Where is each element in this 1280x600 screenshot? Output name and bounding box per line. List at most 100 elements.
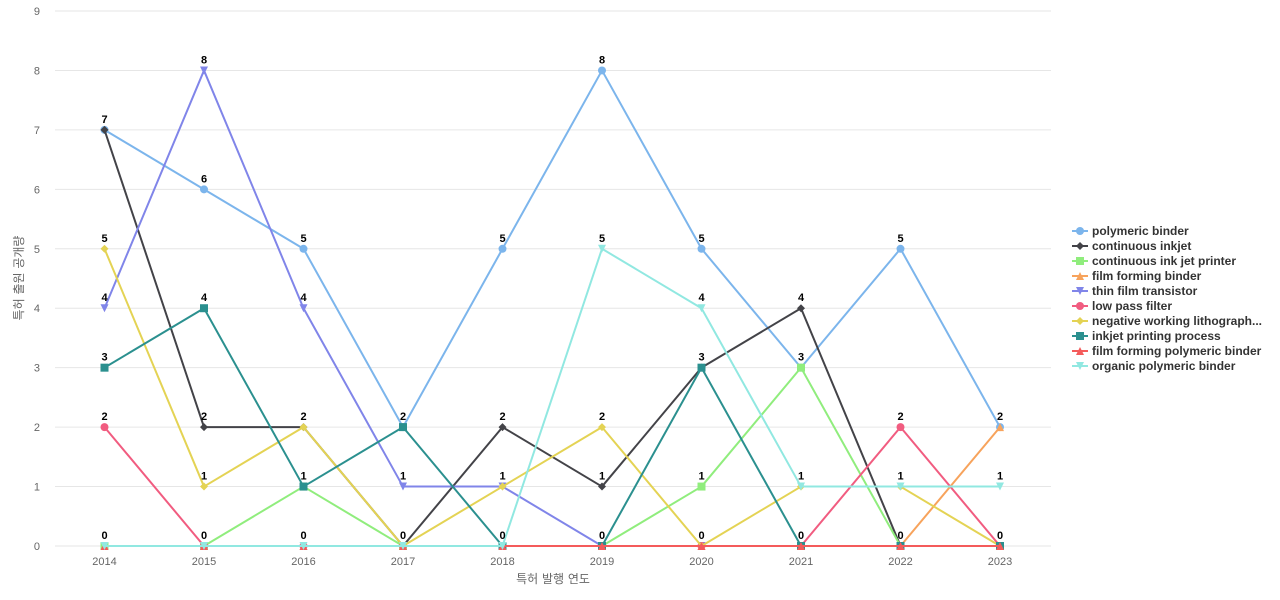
legend-label: film forming polymeric binder [1092, 344, 1262, 358]
data-point [598, 244, 606, 253]
data-point [299, 244, 308, 253]
data-point [896, 244, 905, 253]
y-tick-label: 1 [34, 482, 40, 494]
x-tick-label: 2018 [490, 556, 514, 568]
y-tick-label: 8 [34, 65, 40, 77]
data-point [896, 423, 905, 432]
data-label: 1 [897, 471, 903, 483]
x-axis-ticks: 2014 2015 2016 2017 2018 2019 2020 2021 2022 2023 [92, 556, 1012, 568]
data-label: 4 [798, 292, 805, 304]
data-label: 4 [101, 292, 108, 304]
data-label: 4 [698, 292, 705, 304]
data-point [200, 185, 208, 194]
data-point [996, 482, 1004, 491]
series-lines [100, 66, 1004, 550]
data-label: 3 [698, 352, 704, 364]
data-label: 5 [897, 233, 903, 245]
y-tick-label: 6 [34, 184, 40, 196]
y-tick-label: 7 [34, 125, 40, 137]
legend-item: thin film transistor [1072, 284, 1198, 298]
data-point [996, 423, 1004, 432]
series-organic-polymeric-binder [100, 244, 1004, 550]
data-label: 0 [201, 530, 207, 542]
data-point [797, 482, 805, 491]
data-point [100, 304, 109, 313]
x-tick-label: 2021 [789, 556, 813, 568]
data-point [498, 482, 507, 491]
legend-swatch-marker [1076, 227, 1084, 235]
y-tick-label: 5 [34, 244, 40, 256]
grid-lines [55, 10, 1051, 547]
legend-item: inkjet printing process [1072, 329, 1221, 343]
data-point [896, 542, 905, 550]
data-label: 0 [698, 530, 704, 542]
legend-swatch-marker [1076, 362, 1084, 370]
data-label: 5 [300, 233, 306, 245]
data-point [896, 482, 905, 491]
legend-item: continuous inkjet [1072, 239, 1191, 253]
data-label: 8 [599, 54, 605, 66]
data-label: 2 [897, 411, 903, 423]
data-point [797, 363, 805, 372]
data-label: 0 [499, 530, 505, 542]
data-point [598, 542, 606, 550]
x-tick-label: 2015 [192, 556, 216, 568]
data-label: 8 [201, 54, 207, 66]
data-label: 2 [599, 411, 605, 423]
data-label: 4 [300, 292, 307, 304]
legend-label: continuous inkjet [1092, 239, 1191, 253]
data-point [399, 482, 407, 491]
data-point [200, 542, 208, 550]
data-label: 1 [400, 471, 406, 483]
series-line [104, 247, 1000, 547]
legend-swatch-marker [1076, 287, 1084, 295]
data-point [399, 423, 407, 432]
data-label: 4 [201, 292, 208, 304]
data-point [200, 423, 208, 432]
data-point [299, 482, 308, 491]
legend-label: film forming binder [1092, 269, 1202, 283]
legend-item: polymeric binder [1072, 224, 1189, 238]
legend-item: film forming polymeric binder [1072, 344, 1262, 358]
series-line [103, 69, 1001, 429]
x-tick-label: 2023 [988, 556, 1012, 568]
legend-swatch-marker [1076, 317, 1084, 325]
legend-swatch-marker [1076, 242, 1084, 250]
data-point [399, 542, 407, 550]
data-label: 1 [300, 471, 306, 483]
data-label: 3 [101, 352, 107, 364]
legend-swatch-marker [1076, 272, 1084, 280]
y-axis-title: 특허 출원 공개량 [12, 236, 26, 321]
data-point [100, 542, 109, 550]
data-point [498, 542, 507, 550]
data-label: 0 [997, 530, 1003, 542]
data-label: 7 [101, 114, 107, 126]
data-point [598, 423, 606, 432]
data-label: 5 [599, 233, 605, 245]
legend-item: low pass filter [1072, 299, 1172, 313]
data-point [598, 66, 606, 75]
data-point [598, 482, 606, 491]
legend-label: organic polymeric binder [1092, 359, 1236, 373]
data-point [100, 423, 109, 432]
legend-swatch-marker [1076, 257, 1084, 265]
legend-swatch-marker [1076, 332, 1084, 340]
legend-label: continuous ink jet printer [1092, 254, 1236, 268]
data-label: 1 [201, 471, 207, 483]
x-tick-label: 2022 [888, 556, 912, 568]
y-tick-label: 3 [34, 363, 40, 375]
data-label: 1 [499, 471, 505, 483]
data-point [697, 363, 706, 372]
data-label: 2 [300, 411, 306, 423]
legend-label: thin film transistor [1092, 284, 1198, 298]
legend-label: negative working lithograph... [1092, 314, 1262, 328]
data-label: 5 [101, 233, 107, 245]
data-point [996, 542, 1004, 550]
data-label: 5 [499, 233, 505, 245]
legend-item: negative working lithograph... [1072, 314, 1262, 328]
x-tick-label: 2019 [590, 556, 614, 568]
data-label: 2 [499, 411, 505, 423]
data-label: 0 [599, 530, 605, 542]
